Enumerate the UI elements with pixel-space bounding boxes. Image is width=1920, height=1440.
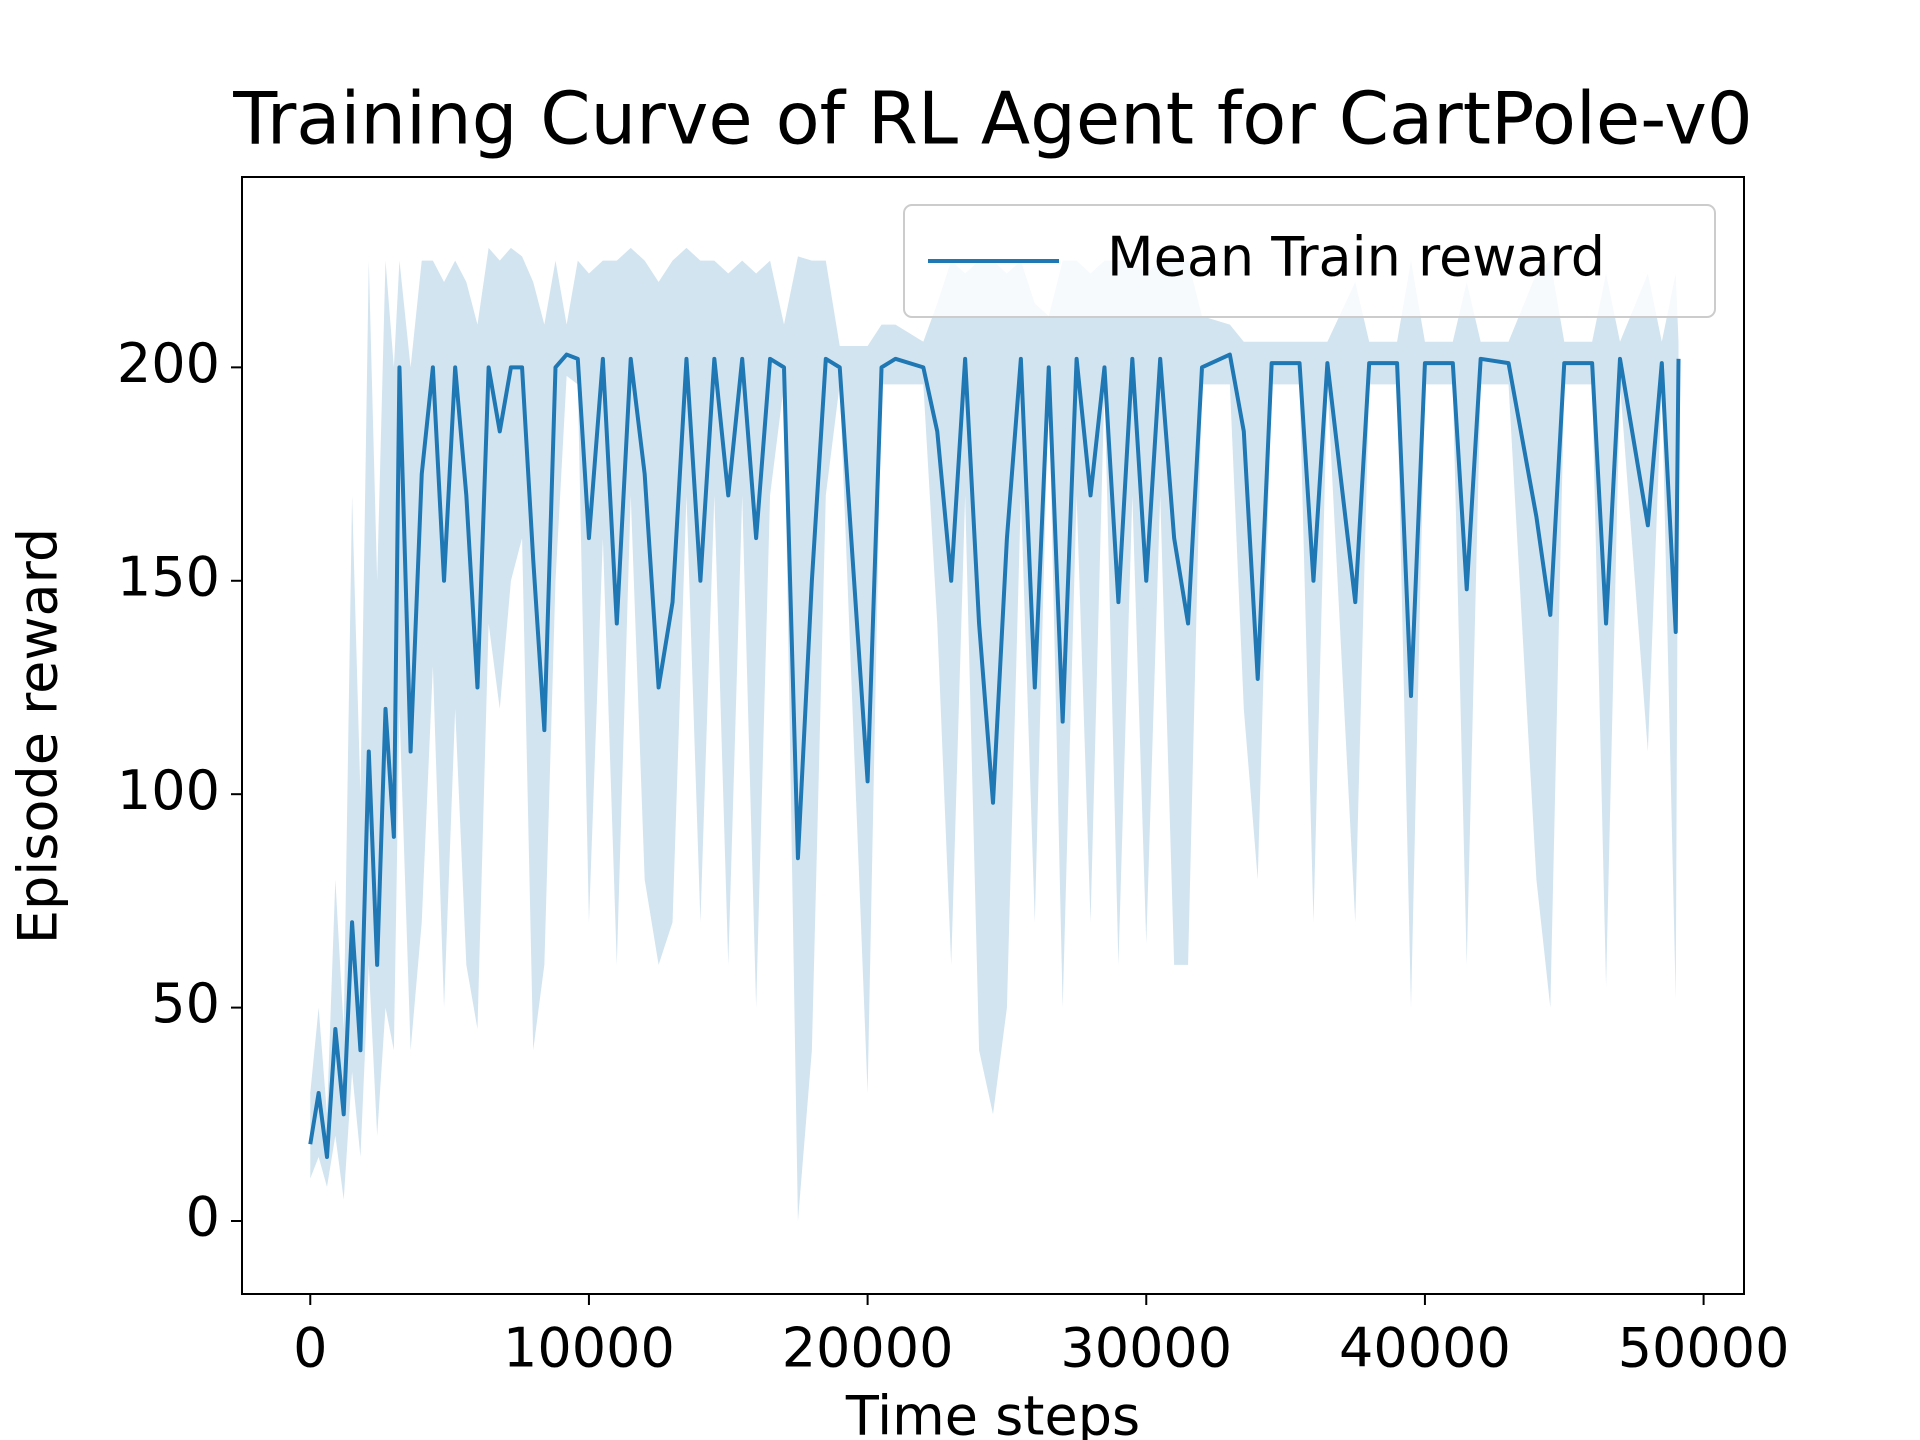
x-tick-label: 20000 bbox=[782, 1317, 954, 1380]
y-axis-label: Episode reward bbox=[7, 528, 70, 944]
plot-frame bbox=[241, 176, 1745, 1295]
x-axis-label: Time steps bbox=[845, 1385, 1140, 1440]
mean-line bbox=[308, 352, 1681, 1159]
x-tick-label: 30000 bbox=[1060, 1317, 1232, 1380]
confidence-band bbox=[310, 247, 1679, 1222]
y-tick-label: 100 bbox=[117, 759, 220, 822]
y-tick-label: 150 bbox=[117, 545, 220, 608]
x-tick-label: 50000 bbox=[1618, 1317, 1790, 1380]
y-tick-label: 200 bbox=[117, 332, 220, 395]
legend-box bbox=[903, 204, 1716, 318]
y-tick-label: 50 bbox=[151, 972, 220, 1035]
x-tick-label: 10000 bbox=[503, 1317, 675, 1380]
x-tick-label: 0 bbox=[293, 1317, 327, 1380]
x-tick-label: 40000 bbox=[1339, 1317, 1511, 1380]
legend-label: Mean Train reward bbox=[1107, 226, 1605, 289]
y-tick-label: 0 bbox=[186, 1186, 220, 1249]
chart-title: Training Curve of RL Agent for CartPole-… bbox=[232, 77, 1752, 161]
